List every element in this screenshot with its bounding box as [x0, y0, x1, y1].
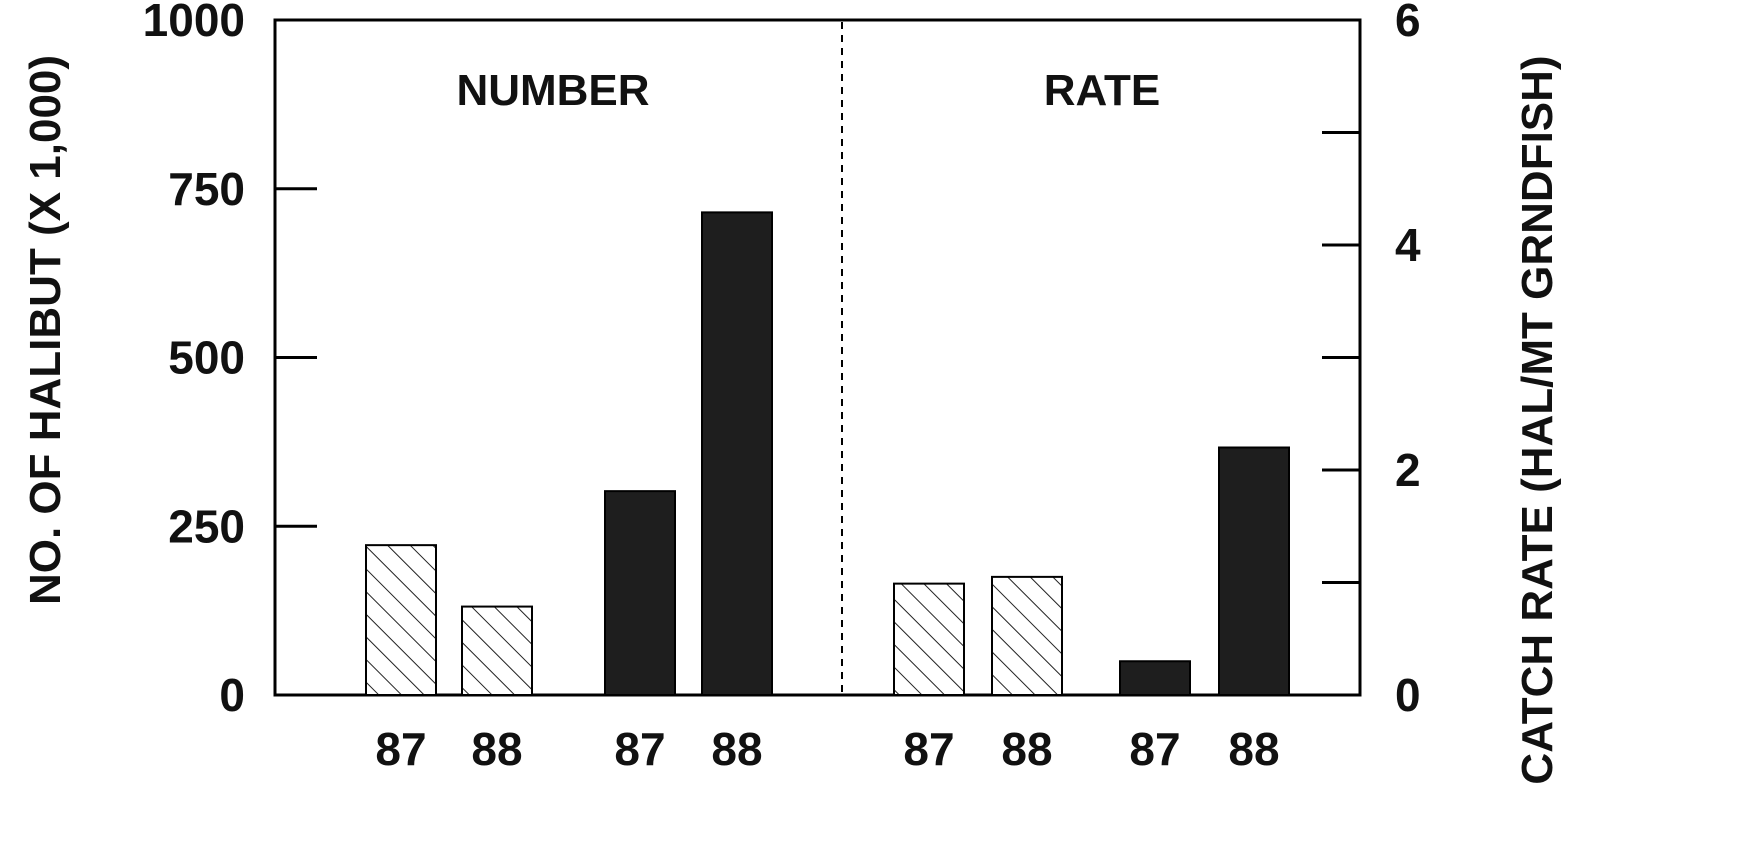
plot-frame — [273, 18, 1362, 697]
rate-bar-88-hatched — [991, 575, 1063, 696]
left-tick-label: 0 — [219, 669, 245, 721]
right-tick-label: 4 — [1395, 219, 1421, 271]
x-tick-label: 88 — [471, 723, 522, 775]
right-axis: 0 2 4 6 — [1322, 0, 1421, 721]
right-tick-label: 0 — [1395, 669, 1421, 721]
x-tick-label: 88 — [1228, 723, 1279, 775]
x-tick-labels: 87 88 87 88 87 88 87 88 — [375, 723, 1279, 775]
x-tick-label: 87 — [903, 723, 954, 775]
panel-labels: NUMBER RATE — [456, 66, 1160, 115]
x-tick-label: 88 — [1001, 723, 1052, 775]
x-tick-label: 88 — [711, 723, 762, 775]
right-tick-label: 2 — [1395, 444, 1421, 496]
left-tick-label: 1000 — [143, 0, 245, 46]
left-tick-label: 250 — [168, 500, 245, 552]
bars — [365, 211, 1290, 697]
panel-label-rate: RATE — [1044, 66, 1161, 115]
x-tick-label: 87 — [1129, 723, 1180, 775]
left-axis: 0 250 500 750 1000 — [143, 0, 317, 721]
rate-bar-88-solid — [1218, 446, 1290, 696]
rate-bar-87-solid — [1119, 660, 1191, 696]
number-bar-87-hatched — [365, 544, 437, 697]
left-tick-label: 750 — [168, 163, 245, 215]
left-tick-label: 500 — [168, 332, 245, 384]
number-bar-87-solid — [604, 490, 676, 696]
rate-bar-87-hatched — [893, 582, 965, 696]
x-tick-label: 87 — [614, 723, 665, 775]
panel-label-number: NUMBER — [456, 66, 649, 115]
right-tick-label: 6 — [1395, 0, 1421, 46]
x-tick-label: 87 — [375, 723, 426, 775]
left-axis-title: NO. OF HALIBUT (X 1,000) — [21, 55, 70, 605]
right-axis-title: CATCH RATE (HAL/MT GRNDFISH) — [1513, 55, 1562, 784]
number-bar-88-hatched — [461, 605, 533, 697]
number-bar-88-solid — [701, 211, 773, 696]
